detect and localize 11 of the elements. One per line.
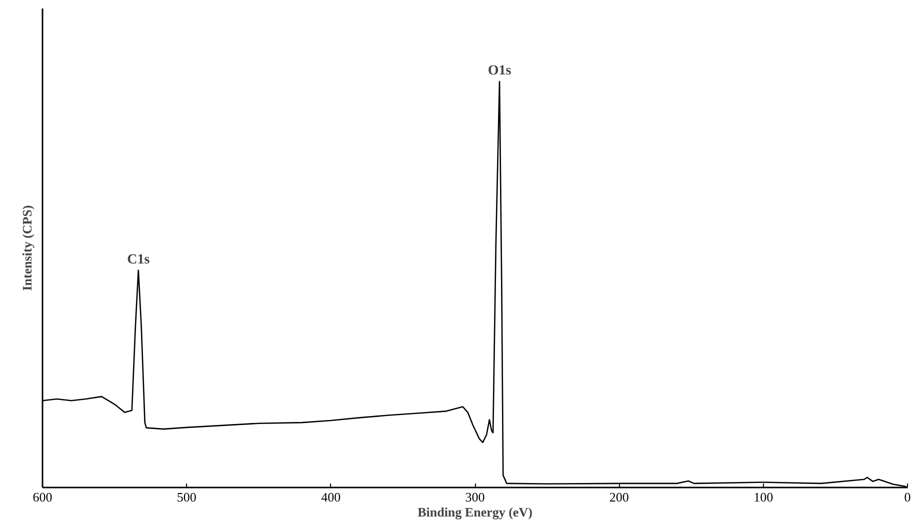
x-tick-label: 0	[904, 490, 911, 504]
x-tick-label: 500	[176, 490, 196, 504]
x-tick-label: 100	[754, 490, 774, 504]
x-tick-label: 200	[609, 490, 629, 504]
annotation: C1s	[127, 252, 150, 268]
y-axis-title: Intensity (CPS)	[20, 205, 34, 291]
x-tick-label: 600	[32, 490, 52, 504]
x-tick-label: 400	[321, 490, 341, 504]
x-tick-label: 300	[465, 490, 485, 504]
annotation: O1s	[488, 64, 512, 79]
x-axis-title: Binding Energy (eV)	[418, 504, 532, 520]
